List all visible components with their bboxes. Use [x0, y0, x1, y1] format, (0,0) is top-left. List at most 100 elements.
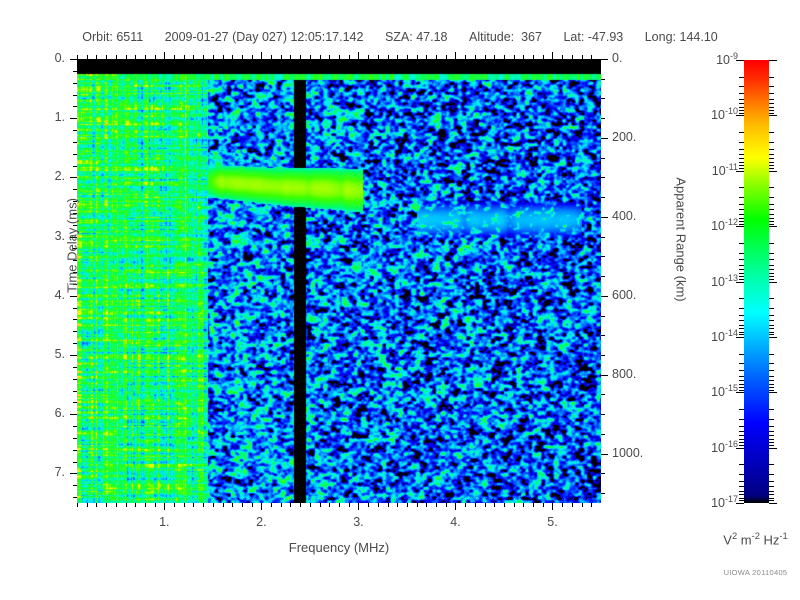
- axis-tick: [223, 55, 224, 59]
- axis-tick: [514, 503, 515, 507]
- header-field-long: Long: 144.10: [645, 30, 718, 44]
- axis-tick: [73, 402, 77, 403]
- axis-tick: [769, 491, 774, 492]
- axis-tick: [388, 503, 389, 507]
- axis-tick: [739, 431, 744, 432]
- axis-tick: [739, 273, 744, 274]
- axis-tick: [223, 503, 224, 507]
- axis-tick: [769, 142, 774, 143]
- axis-tick: [232, 55, 233, 59]
- axis-tick: [769, 390, 774, 391]
- axis-tick: [87, 503, 88, 507]
- axis-tick: [769, 113, 774, 114]
- axis-tick: [736, 448, 744, 449]
- header-label-orbit: Orbit:: [82, 30, 113, 44]
- axis-tick: [739, 99, 744, 100]
- axis-tick: [769, 158, 774, 159]
- axis-tick: [73, 95, 77, 96]
- y-axis-left-tick-label: 6.: [54, 406, 65, 421]
- axis-tick: [126, 503, 127, 507]
- axis-tick: [465, 55, 466, 59]
- axis-tick: [349, 503, 350, 507]
- header-value-lat: -47.93: [587, 30, 624, 44]
- axis-tick: [436, 503, 437, 507]
- axis-tick: [769, 86, 774, 87]
- axis-tick: [601, 355, 605, 356]
- axis-tick: [349, 55, 350, 59]
- axis-tick: [281, 55, 282, 59]
- axis-tick: [739, 276, 744, 277]
- axis-tick: [769, 494, 774, 495]
- axis-tick: [601, 79, 605, 80]
- axis-tick: [572, 55, 573, 59]
- axis-tick: [601, 256, 605, 257]
- y-axis-right-title: Apparent Range (km): [673, 177, 689, 302]
- axis-tick: [769, 354, 774, 355]
- axis-tick: [769, 77, 774, 78]
- axis-tick: [271, 503, 272, 507]
- axis-tick: [739, 279, 744, 280]
- axis-tick: [485, 55, 486, 59]
- axis-tick: [533, 55, 534, 59]
- colorbar-tick-label: 10-10: [711, 106, 738, 123]
- axis-tick: [73, 189, 77, 190]
- axis-tick: [769, 464, 774, 465]
- axis-tick: [769, 474, 774, 475]
- axis-tick: [252, 55, 253, 59]
- header-value-altitude: 367: [521, 30, 542, 44]
- axis-tick: [769, 435, 774, 436]
- axis-tick: [769, 265, 774, 266]
- axis-tick: [769, 165, 774, 166]
- axis-tick: [543, 55, 544, 59]
- axis-tick: [769, 259, 774, 260]
- axis-tick: [769, 99, 774, 100]
- axis-tick: [769, 384, 774, 385]
- axis-tick: [601, 158, 605, 159]
- axis-tick: [87, 55, 88, 59]
- axis-tick: [601, 434, 605, 435]
- axis-tick: [769, 376, 774, 377]
- axis-tick: [739, 142, 744, 143]
- y-axis-left-tick-label: 1.: [54, 110, 65, 125]
- axis-tick: [769, 60, 777, 61]
- y-axis-left-tick-label: 4.: [54, 287, 65, 302]
- axis-tick: [739, 77, 744, 78]
- axis-tick: [739, 315, 744, 316]
- axis-tick: [769, 298, 774, 299]
- axis-tick: [145, 503, 146, 507]
- axis-tick: [769, 154, 774, 155]
- axis-tick: [213, 503, 214, 507]
- axis-tick: [739, 486, 744, 487]
- axis-tick: [70, 473, 77, 474]
- axis-tick: [601, 473, 605, 474]
- axis-tick: [339, 503, 340, 507]
- colorbar-tick-label: 10-13: [711, 272, 738, 289]
- axis-tick: [73, 343, 77, 344]
- y-axis-left-tick-label: 5.: [54, 347, 65, 361]
- axis-tick: [155, 503, 156, 507]
- axis-tick: [769, 243, 774, 244]
- axis-tick: [739, 380, 744, 381]
- axis-tick: [320, 503, 321, 507]
- axis-tick: [552, 52, 553, 59]
- axis-tick: [358, 52, 359, 59]
- axis-tick: [739, 500, 744, 501]
- axis-tick: [378, 503, 379, 507]
- axis-tick: [310, 503, 311, 507]
- header-label-sza: SZA:: [384, 30, 413, 44]
- axis-tick: [300, 55, 301, 59]
- colorbar-tick-label: 10-12: [711, 217, 738, 234]
- axis-tick: [739, 298, 744, 299]
- axis-tick: [378, 55, 379, 59]
- axis-tick: [739, 308, 744, 309]
- credit-label: UIOWA 20110405: [723, 568, 788, 577]
- axis-tick: [73, 71, 77, 72]
- axis-tick: [358, 503, 359, 510]
- axis-tick: [475, 55, 476, 59]
- x-axis-tick-label: 2.: [256, 515, 267, 529]
- axis-tick: [73, 166, 77, 167]
- axis-tick: [739, 363, 744, 364]
- axis-tick: [300, 503, 301, 507]
- axis-tick: [70, 177, 77, 178]
- axis-tick: [736, 115, 744, 116]
